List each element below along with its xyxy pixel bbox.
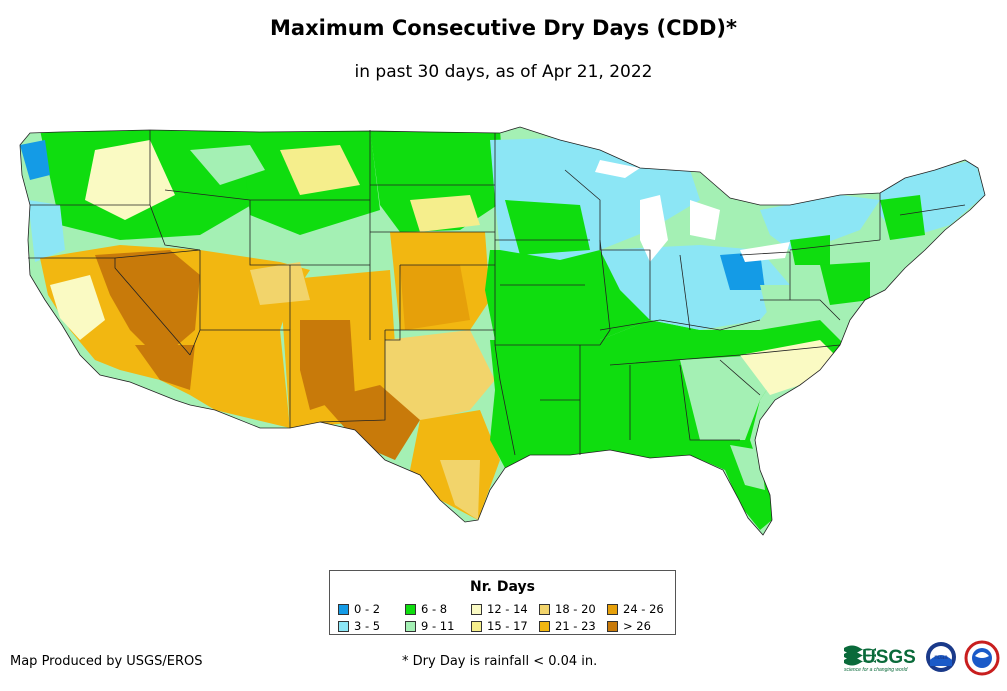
legend-label: > 26 (623, 619, 651, 633)
nws-logo-icon (964, 640, 1000, 676)
legend-swatch (607, 603, 618, 615)
agency-logos: USGS science for a changing world noaa (842, 638, 1002, 678)
dry-day-footnote: * Dry Day is rainfall < 0.04 in. (402, 654, 598, 669)
legend-swatch (405, 603, 416, 615)
legend-swatch (539, 603, 550, 615)
legend-item: 9 - 11 (405, 619, 454, 633)
legend-item: 6 - 8 (405, 602, 447, 616)
legend-title: Nr. Days (470, 579, 535, 595)
usgs-wordmark: USGS (862, 647, 916, 668)
noaa-wordmark: noaa (934, 655, 948, 661)
legend-label: 0 - 2 (354, 602, 381, 616)
legend-item: 15 - 17 (471, 619, 528, 633)
legend-swatch (471, 620, 482, 632)
cdd-map (19, 126, 986, 536)
legend-swatch (539, 620, 550, 632)
legend-item: 0 - 2 (338, 602, 380, 616)
legend-item: 3 - 5 (338, 619, 380, 633)
map-subtitle: in past 30 days, as of Apr 21, 2022 (354, 62, 653, 82)
legend-item: 18 - 20 (539, 602, 596, 616)
legend-label: 6 - 8 (421, 602, 448, 616)
legend-item: 21 - 23 (539, 619, 596, 633)
legend-label: 3 - 5 (354, 619, 381, 633)
usgs-logo: USGS science for a changing world noaa (844, 640, 1000, 676)
legend-item: 24 - 26 (607, 602, 664, 616)
map-credit: Map Produced by USGS/EROS (10, 654, 203, 669)
legend-label: 15 - 17 (487, 619, 528, 633)
usgs-tagline: science for a changing world (844, 667, 908, 673)
legend-swatch (405, 620, 416, 632)
legend-box: Nr. Days 0 - 2 3 - 5 6 - 8 9 - 11 12 - 1… (329, 570, 676, 635)
legend-label: 12 - 14 (487, 602, 528, 616)
legend-item: 12 - 14 (471, 602, 528, 616)
map-title: Maximum Consecutive Dry Days (CDD)* (270, 16, 737, 40)
noaa-logo-icon: noaa (926, 642, 956, 672)
legend-swatch (338, 603, 349, 615)
legend-label: 24 - 26 (623, 602, 664, 616)
legend-label: 18 - 20 (555, 602, 596, 616)
legend-swatch (338, 620, 349, 632)
legend-label: 9 - 11 (421, 619, 455, 633)
legend-label: 21 - 23 (555, 619, 596, 633)
legend-item: > 26 (607, 619, 651, 633)
legend-swatch (607, 620, 618, 632)
legend-swatch (471, 603, 482, 615)
